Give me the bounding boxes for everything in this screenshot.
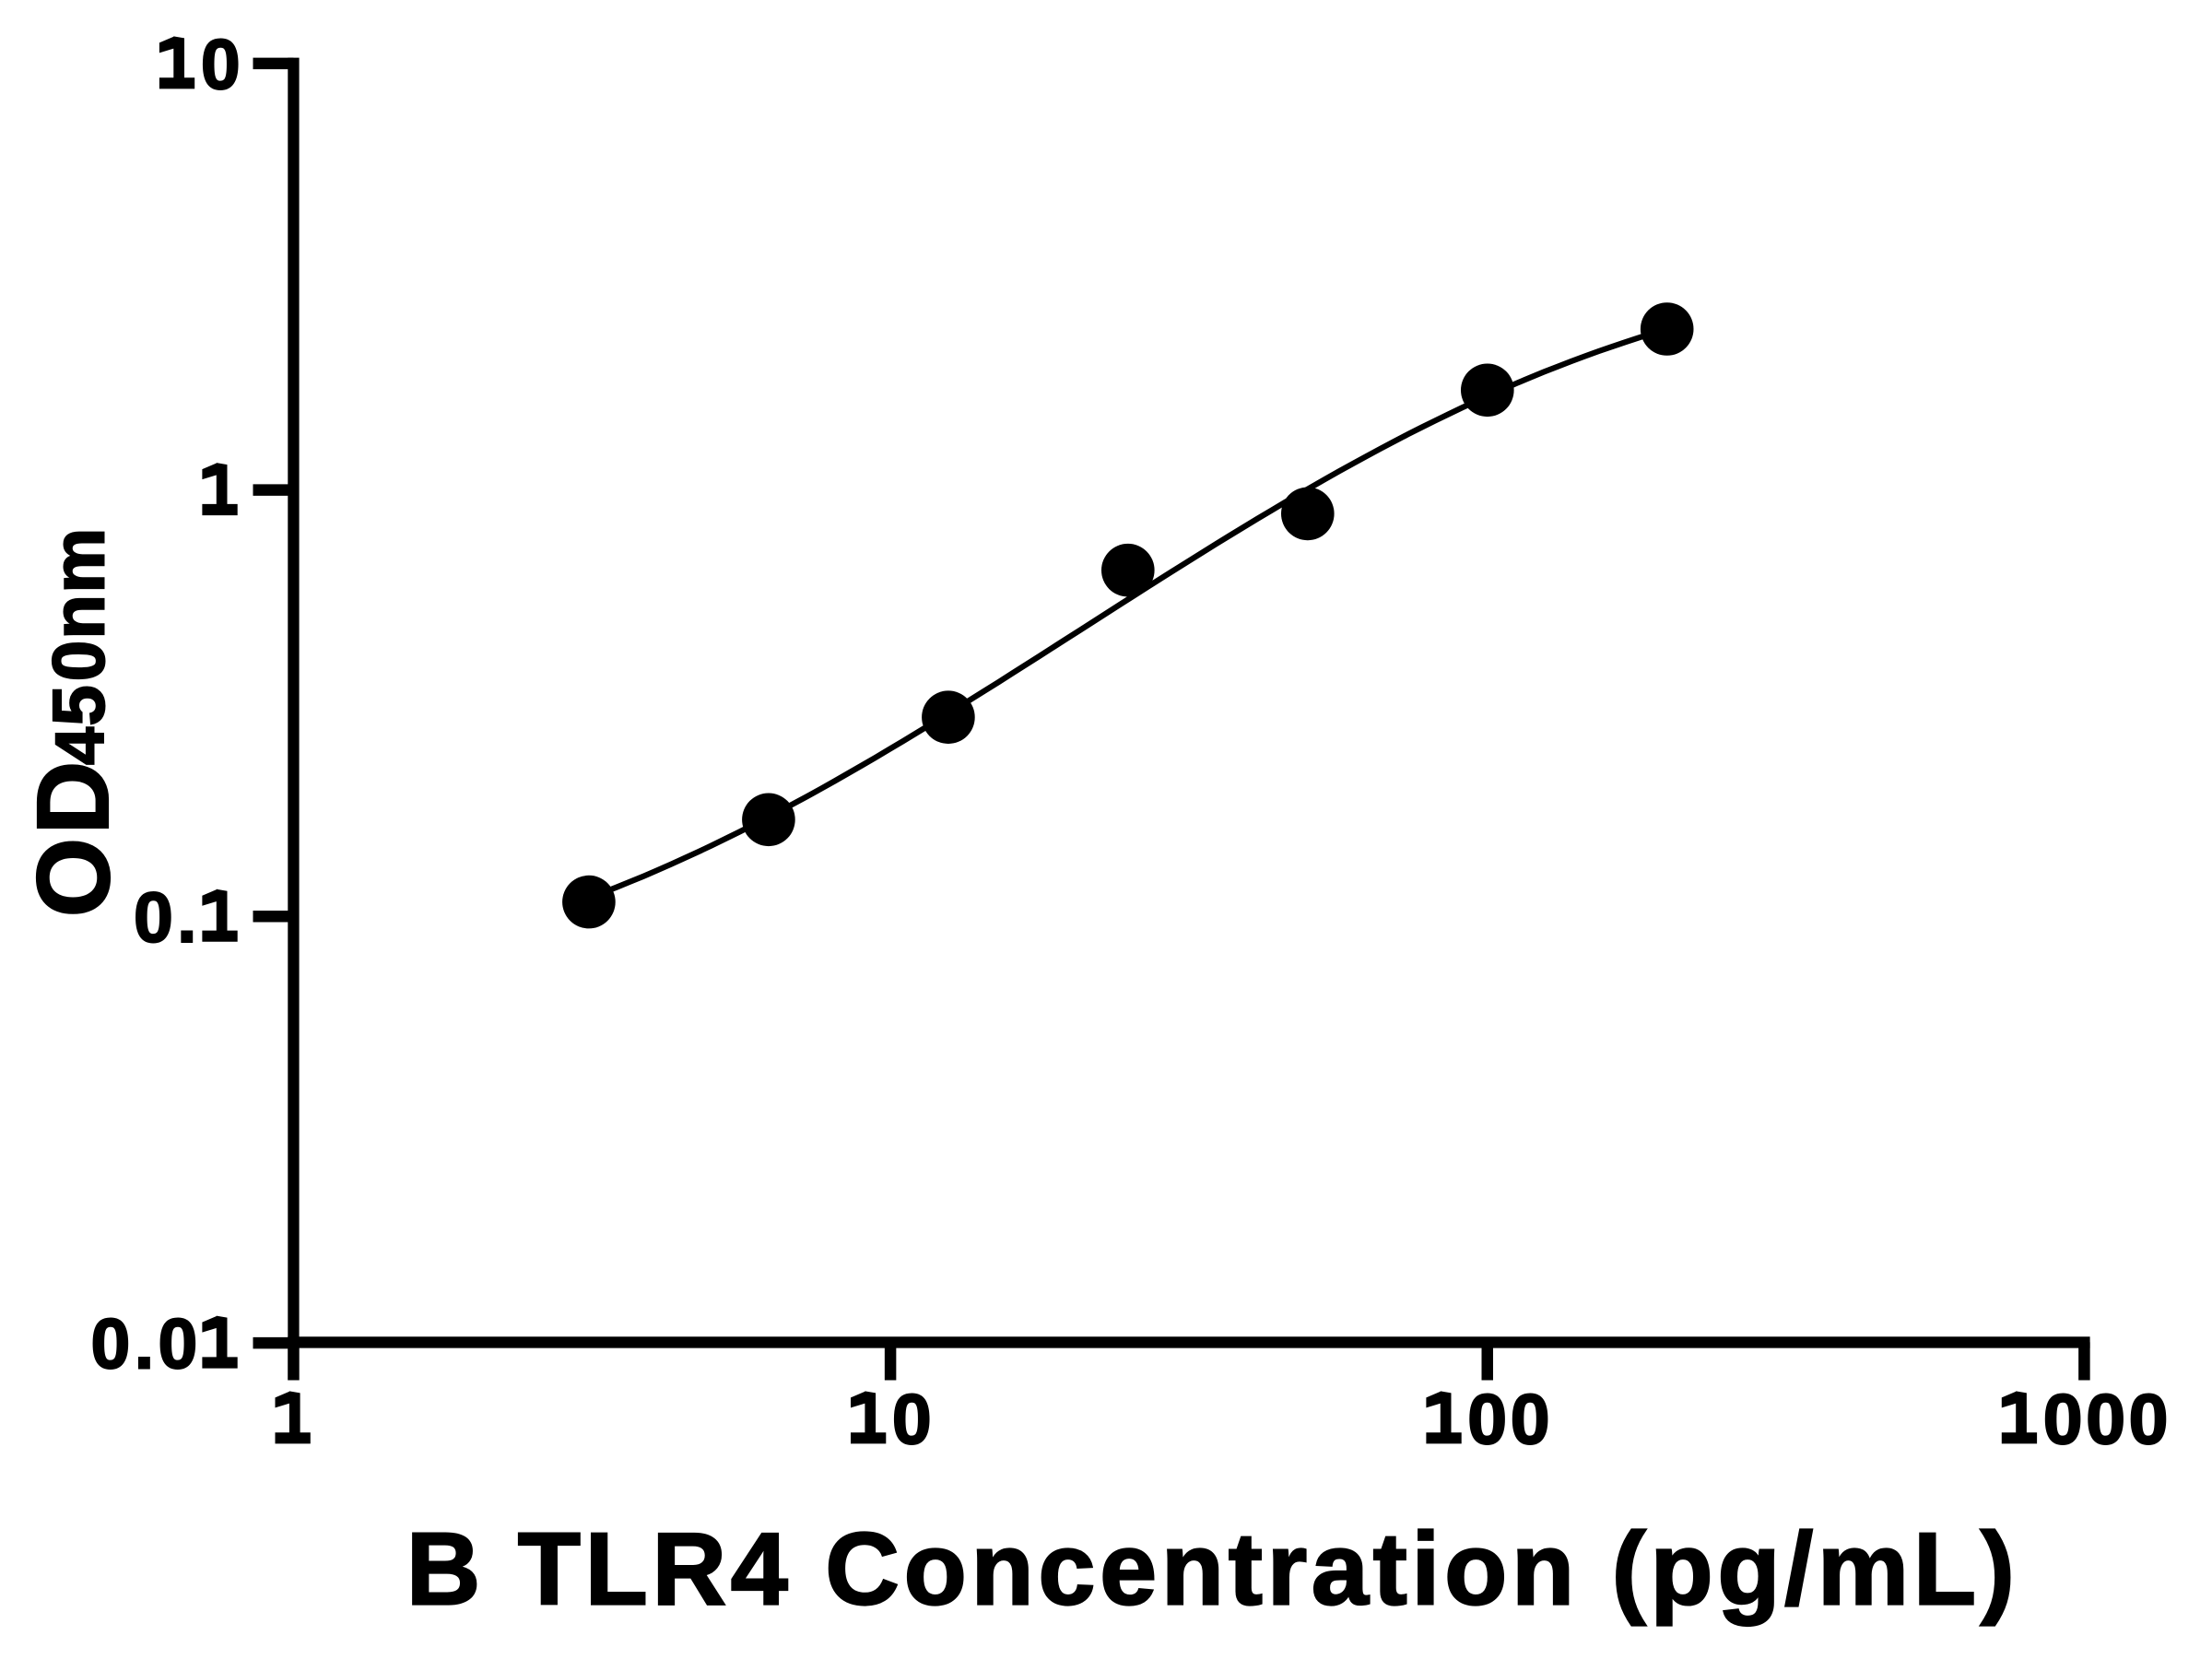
svg-text:0: 0 xyxy=(892,1380,932,1459)
svg-text:n: n xyxy=(38,594,120,640)
svg-text:.: . xyxy=(177,878,196,958)
svg-text:0: 0 xyxy=(38,641,120,682)
svg-text:p: p xyxy=(1651,1511,1713,1626)
svg-text:0: 0 xyxy=(2043,1380,2083,1459)
svg-text:t: t xyxy=(1373,1511,1407,1626)
svg-text:C: C xyxy=(825,1511,900,1626)
svg-text:0: 0 xyxy=(134,878,173,958)
svg-text:0: 0 xyxy=(1511,1380,1550,1459)
svg-text:5: 5 xyxy=(38,685,120,726)
svg-text:o: o xyxy=(904,1511,967,1626)
svg-text:0: 0 xyxy=(2129,1380,2169,1459)
svg-text:): ) xyxy=(1981,1511,2015,1626)
svg-text:g: g xyxy=(1717,1511,1780,1626)
svg-text:(: ( xyxy=(1612,1511,1647,1626)
svg-text:n: n xyxy=(1161,1511,1224,1626)
svg-text:0: 0 xyxy=(201,25,241,104)
svg-text:O: O xyxy=(17,838,131,917)
svg-text:a: a xyxy=(1312,1511,1370,1626)
svg-text:.: . xyxy=(135,1305,154,1384)
svg-text:4: 4 xyxy=(731,1511,788,1626)
svg-text:e: e xyxy=(1100,1511,1157,1626)
svg-text:R: R xyxy=(653,1511,727,1626)
svg-text:4: 4 xyxy=(41,727,118,765)
svg-text:0: 0 xyxy=(159,1305,198,1384)
svg-text:L: L xyxy=(1913,1511,1976,1626)
svg-text:c: c xyxy=(1038,1511,1095,1626)
svg-text:B: B xyxy=(406,1511,481,1626)
svg-text:T: T xyxy=(518,1511,581,1626)
svg-text:/: / xyxy=(1784,1511,1813,1626)
svg-text:m: m xyxy=(38,528,120,594)
svg-text:o: o xyxy=(1444,1511,1507,1626)
svg-text:r: r xyxy=(1267,1511,1307,1626)
svg-text:L: L xyxy=(585,1511,648,1626)
svg-text:D: D xyxy=(17,761,130,834)
svg-text:t: t xyxy=(1229,1511,1263,1626)
svg-text:0: 0 xyxy=(91,1305,131,1384)
svg-text:i: i xyxy=(1411,1511,1440,1626)
svg-text:m: m xyxy=(1818,1511,1909,1626)
svg-text:0: 0 xyxy=(1467,1380,1507,1459)
svg-text:n: n xyxy=(1512,1511,1574,1626)
svg-text:n: n xyxy=(971,1511,1034,1626)
svg-text:0: 0 xyxy=(2086,1380,2125,1459)
